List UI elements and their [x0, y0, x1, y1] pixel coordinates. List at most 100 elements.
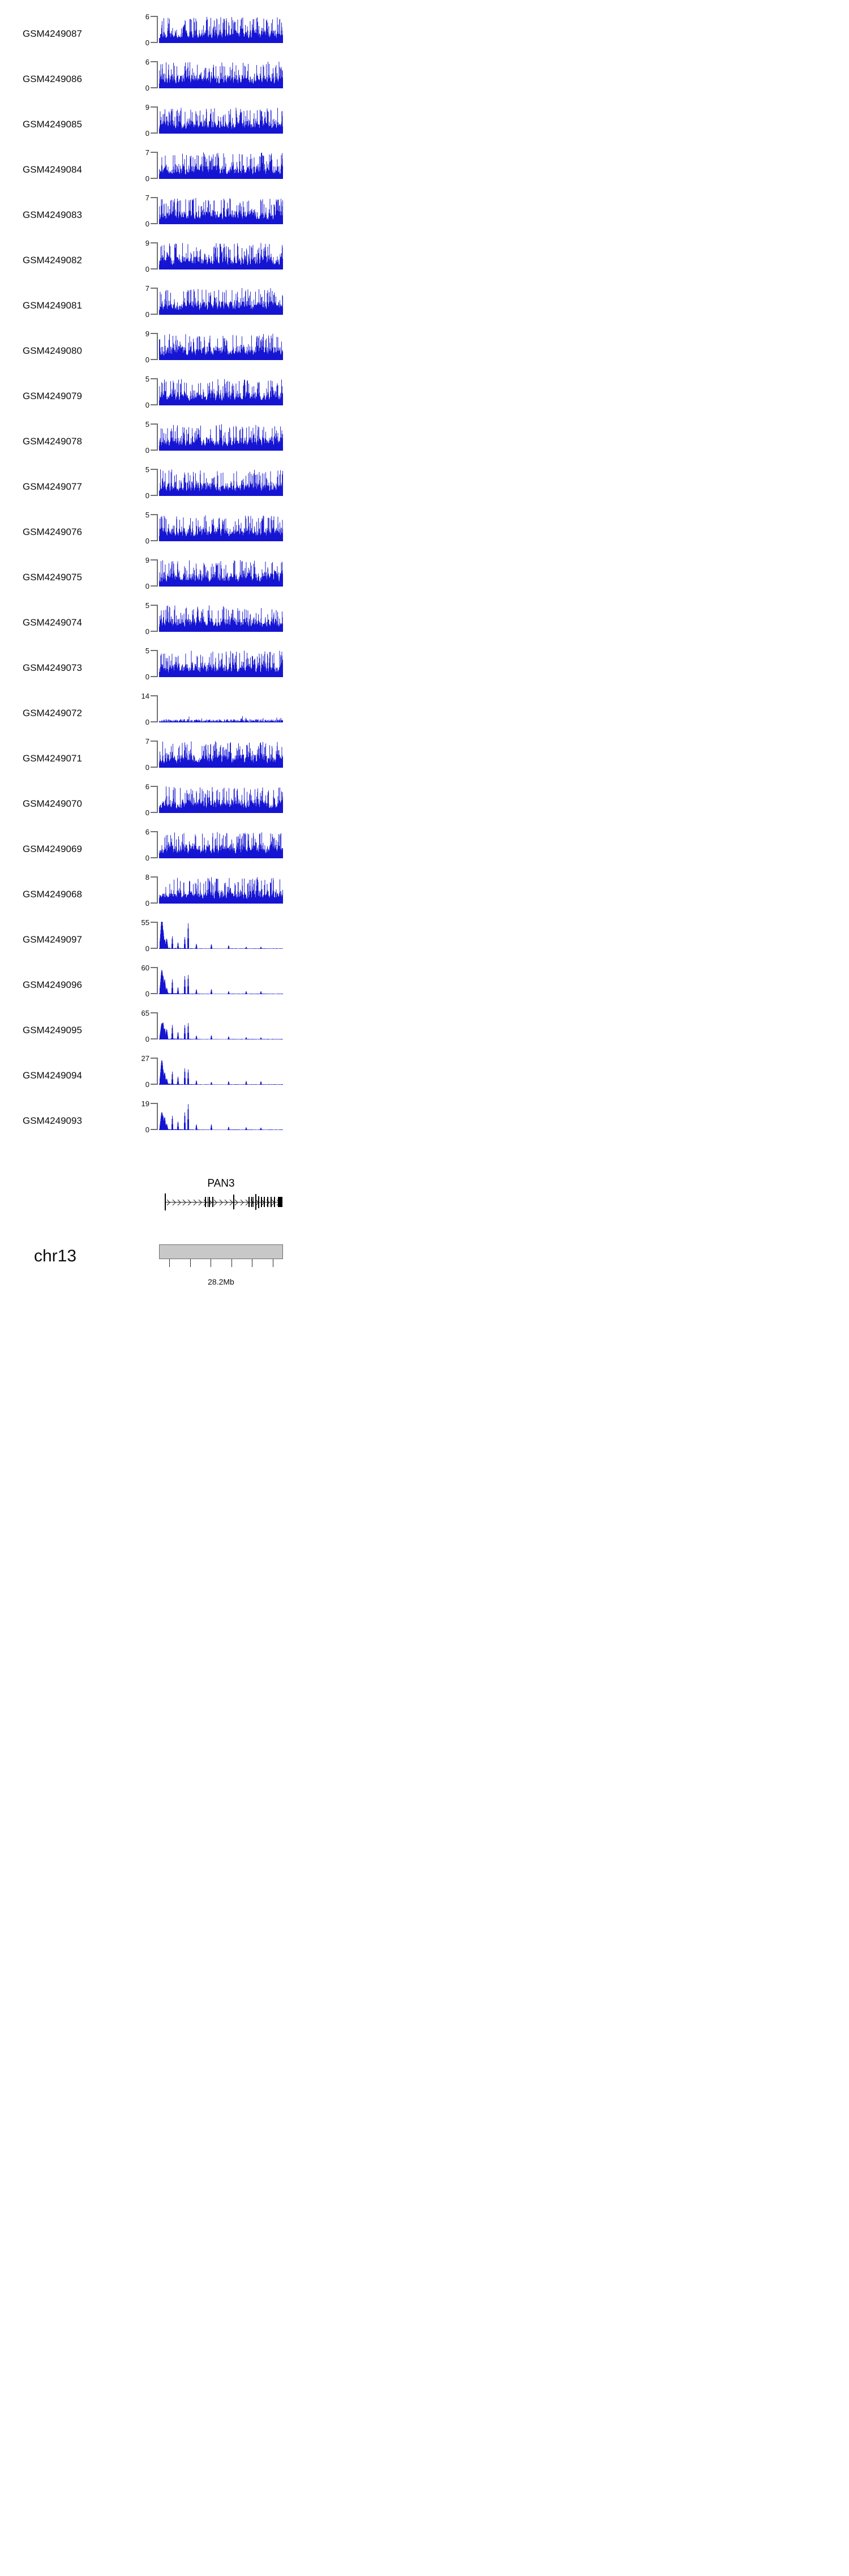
- track-label-gsm4249086: GSM4249086: [23, 74, 82, 85]
- axis-max-label: 5: [145, 375, 149, 383]
- gene-exon[interactable]: [164, 1193, 166, 1210]
- coverage-track: GSM4249078 5 0: [0, 421, 849, 469]
- y-axis-tick-max: [151, 469, 157, 470]
- coverage-signal-plot[interactable]: [159, 1058, 283, 1085]
- y-axis-tick-max: [151, 16, 157, 17]
- y-axis-spine: [157, 469, 158, 496]
- axis-max-label: 27: [141, 1054, 149, 1063]
- coverage-track: GSM4249068 8 0: [0, 874, 849, 922]
- axis-max-label: 9: [145, 556, 149, 564]
- coverage-signal-plot[interactable]: [159, 106, 283, 134]
- coverage-canvas: [159, 786, 283, 813]
- coverage-signal-plot[interactable]: [159, 333, 283, 360]
- coverage-signal-plot[interactable]: [159, 741, 283, 768]
- coverage-signal-plot[interactable]: [159, 61, 283, 88]
- coverage-canvas: [159, 288, 283, 315]
- track-label-gsm4249095: GSM4249095: [23, 1025, 82, 1036]
- coverage-signal-plot[interactable]: [159, 1103, 283, 1130]
- gene-exon[interactable]: [248, 1196, 250, 1208]
- chromosome-bar[interactable]: [159, 1244, 283, 1259]
- track-label-gsm4249081: GSM4249081: [23, 300, 82, 311]
- track-label-gsm4249071: GSM4249071: [23, 753, 82, 764]
- axis-max-label: 6: [145, 782, 149, 791]
- gene-exon[interactable]: [267, 1196, 268, 1208]
- strand-arrow-icon: [193, 1199, 198, 1206]
- y-axis-spine: [157, 922, 158, 949]
- gene-exon[interactable]: [264, 1196, 265, 1208]
- coverage-signal-plot[interactable]: [159, 559, 283, 587]
- y-axis-tick-min: [151, 495, 157, 496]
- gene-model-track[interactable]: PAN3: [0, 1178, 849, 1229]
- y-axis-spine: [157, 16, 158, 43]
- y-axis-tick-max: [151, 288, 157, 289]
- gene-exon[interactable]: [271, 1196, 272, 1208]
- coverage-signal-plot[interactable]: [159, 197, 283, 224]
- coverage-signal-plot[interactable]: [159, 16, 283, 43]
- track-label-gsm4249093: GSM4249093: [23, 1115, 82, 1127]
- track-label-gsm4249084: GSM4249084: [23, 164, 82, 176]
- track-label-gsm4249096: GSM4249096: [23, 979, 82, 991]
- gene-exon[interactable]: [255, 1194, 256, 1210]
- coverage-signal-plot[interactable]: [159, 605, 283, 632]
- y-axis-tick-max: [151, 61, 157, 62]
- coverage-signal-plot[interactable]: [159, 469, 283, 496]
- coverage-signal-plot[interactable]: [159, 242, 283, 269]
- coverage-signal-plot[interactable]: [159, 423, 283, 451]
- gene-exon[interactable]: [212, 1196, 213, 1208]
- strand-arrow-icon: [224, 1199, 229, 1206]
- gene-exon[interactable]: [278, 1196, 283, 1208]
- gene-exon[interactable]: [209, 1196, 211, 1208]
- coverage-signal-plot[interactable]: [159, 1012, 283, 1039]
- gene-exon[interactable]: [251, 1196, 252, 1208]
- axis-max-label: 7: [145, 194, 149, 202]
- track-label-gsm4249097: GSM4249097: [23, 934, 82, 945]
- coverage-canvas: [159, 605, 283, 632]
- coverage-signal-plot[interactable]: [159, 378, 283, 405]
- y-axis-tick-max: [151, 378, 157, 379]
- coverage-signal-plot[interactable]: [159, 288, 283, 315]
- coverage-signal-plot[interactable]: [159, 650, 283, 677]
- coverage-track: GSM4249082 9 0: [0, 239, 849, 288]
- track-label-gsm4249073: GSM4249073: [23, 662, 82, 674]
- gene-exon[interactable]: [207, 1196, 209, 1208]
- axis-min-label: 0: [145, 84, 149, 92]
- gene-exon[interactable]: [274, 1196, 275, 1208]
- gene-exon[interactable]: [233, 1195, 234, 1209]
- coverage-signal-plot[interactable]: [159, 695, 283, 722]
- track-label-gsm4249083: GSM4249083: [23, 209, 82, 221]
- coverage-signal-plot[interactable]: [159, 786, 283, 813]
- gene-exon[interactable]: [258, 1196, 259, 1208]
- y-axis-tick-min: [151, 676, 157, 677]
- y-axis-tick-max: [151, 650, 157, 651]
- coverage-signal-plot[interactable]: [159, 967, 283, 994]
- strand-arrow-icon: [245, 1199, 250, 1206]
- coverage-track: GSM4249095 65 0: [0, 1009, 849, 1058]
- y-axis-spine: [157, 831, 158, 858]
- track-label-gsm4249069: GSM4249069: [23, 844, 82, 855]
- gene-name-label: PAN3: [207, 1178, 235, 1189]
- coverage-signal-plot[interactable]: [159, 831, 283, 858]
- axis-min-label: 0: [145, 356, 149, 364]
- coverage-canvas: [159, 106, 283, 134]
- genomic-coordinate-label: 28.2Mb: [208, 1277, 234, 1286]
- coverage-canvas: [159, 967, 283, 994]
- coverage-canvas: [159, 741, 283, 768]
- coverage-signal-plot[interactable]: [159, 514, 283, 541]
- gene-exon[interactable]: [261, 1196, 262, 1208]
- y-axis-tick-min: [151, 540, 157, 541]
- strand-arrow-icon: [187, 1199, 192, 1206]
- coverage-signal-plot[interactable]: [159, 152, 283, 179]
- axis-min-label: 0: [145, 718, 149, 726]
- axis-min-label: 0: [145, 990, 149, 998]
- coverage-track: GSM4249079 5 0: [0, 375, 849, 423]
- coverage-track: GSM4249093 19 0: [0, 1100, 849, 1148]
- coverage-signal-plot[interactable]: [159, 922, 283, 949]
- gene-exon[interactable]: [252, 1196, 254, 1208]
- coverage-signal-plot[interactable]: [159, 876, 283, 904]
- coverage-canvas: [159, 242, 283, 269]
- y-axis-tick-max: [151, 741, 157, 742]
- axis-max-label: 5: [145, 511, 149, 519]
- y-axis-spine: [157, 242, 158, 269]
- y-axis-tick-min: [151, 948, 157, 949]
- gene-exon[interactable]: [205, 1196, 207, 1208]
